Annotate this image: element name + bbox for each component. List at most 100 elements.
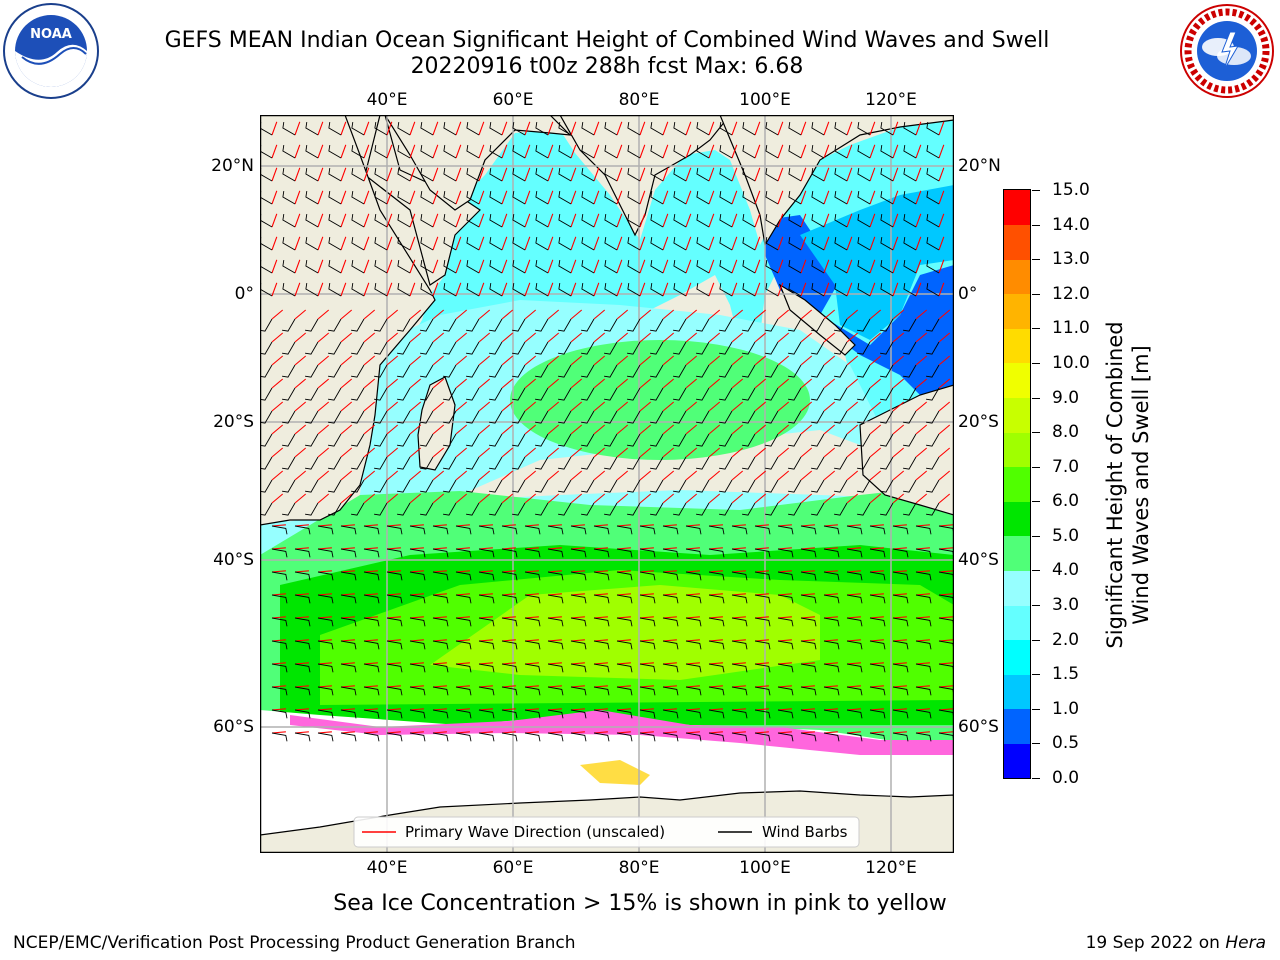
wave-direction-arrow (846, 547, 861, 550)
wind-barb (696, 191, 710, 205)
wave-direction-arrow (800, 493, 813, 504)
wind-barb (386, 525, 403, 535)
wave-direction-arrow (294, 547, 309, 550)
wind-barb (305, 122, 319, 136)
wind-barb (535, 237, 549, 251)
wave-direction-arrow (869, 355, 882, 366)
wave-direction-arrow (501, 309, 514, 320)
wind-barb (501, 640, 518, 650)
wave-direction-arrow (524, 213, 531, 228)
wind-barb (696, 168, 710, 182)
wave-direction-arrow (800, 332, 813, 343)
wave-direction-arrow (662, 547, 677, 550)
wave-direction-arrow (294, 190, 301, 205)
wave-direction-arrow (593, 424, 606, 435)
wind-barb (800, 640, 817, 650)
wind-barb (696, 318, 710, 332)
wind-barb (788, 237, 802, 251)
wind-barb (443, 410, 457, 424)
wave-direction-arrow (616, 424, 629, 435)
wind-barb (788, 364, 802, 378)
wave-direction-arrow (685, 309, 698, 320)
wave-direction-arrow (478, 424, 491, 435)
wind-barb (374, 122, 388, 136)
wind-barb (478, 663, 495, 673)
wave-direction-arrow (547, 355, 560, 366)
wind-barb (604, 410, 618, 424)
wind-barb (397, 260, 411, 274)
wind-barb (926, 214, 940, 228)
wave-direction-arrow (524, 378, 537, 389)
wave-direction-arrow (616, 355, 629, 366)
wind-barb (765, 387, 779, 401)
wave-direction-arrow (915, 639, 930, 642)
wind-barb (397, 341, 411, 355)
wave-direction-arrow (869, 213, 876, 228)
wind-barb (593, 617, 610, 627)
colorbar-tick (1032, 259, 1040, 261)
wave-direction-arrow (363, 121, 370, 136)
wave-direction-arrow (340, 332, 353, 343)
wave-direction-arrow (593, 401, 606, 412)
wind-barb (455, 640, 472, 650)
wind-barb (570, 709, 587, 719)
wave-direction-arrow (317, 570, 332, 573)
wave-direction-arrow (363, 424, 376, 435)
wave-direction-arrow (340, 570, 355, 573)
wind-barb (857, 168, 871, 182)
wave-direction-arrow (340, 213, 347, 228)
wind-barb (685, 640, 702, 650)
wave-direction-arrow (547, 662, 562, 665)
wave-direction-arrow (294, 332, 307, 343)
wind-barb (926, 410, 940, 424)
wind-barb (650, 456, 664, 470)
wave-direction-arrow (708, 616, 723, 619)
wind-barb (305, 168, 319, 182)
wind-barb (558, 283, 572, 297)
wind-barb (800, 594, 817, 604)
wind-barb (409, 732, 426, 742)
wave-direction-arrow (915, 593, 930, 596)
wind-barb (869, 617, 886, 627)
wind-barb (742, 456, 756, 470)
wind-barb (570, 732, 587, 742)
noaa-logo: NOAA (3, 3, 99, 99)
wave-direction-arrow (869, 547, 884, 550)
colorbar-segment (1004, 708, 1030, 744)
wave-direction-arrow (731, 424, 744, 435)
wave-direction-arrow (547, 470, 560, 481)
wave-direction-arrow (455, 190, 462, 205)
wind-barb (903, 364, 917, 378)
colorbar-title: Significant Height of Combined Wind Wave… (1102, 321, 1154, 648)
wave-direction-arrow (685, 167, 692, 182)
wave-direction-arrow (294, 236, 301, 251)
wind-barb (351, 168, 365, 182)
wave-direction-arrow (317, 121, 324, 136)
wave-direction-arrow (478, 190, 485, 205)
wave-direction-arrow (340, 708, 355, 711)
wave-direction-arrow (409, 547, 424, 550)
wind-barb (662, 640, 679, 650)
wind-barb (719, 318, 733, 332)
wave-direction-arrow (386, 121, 393, 136)
wind-barb (869, 663, 886, 673)
wind-barb (650, 410, 664, 424)
wave-direction-arrow (363, 355, 376, 366)
colorbar-tick (1032, 328, 1040, 330)
wind-barb (340, 709, 357, 719)
wave-direction-arrow (593, 708, 608, 711)
wind-barb (328, 191, 342, 205)
wind-barb (708, 617, 725, 627)
wave-direction-arrow (777, 524, 792, 527)
wave-direction-arrow (685, 447, 698, 458)
wave-direction-arrow (662, 447, 675, 458)
wave-direction-arrow (593, 524, 608, 527)
wind-barb (317, 525, 334, 535)
wave-direction-arrow (432, 685, 447, 688)
wind-barb (420, 364, 434, 378)
wave-direction-arrow (570, 685, 585, 688)
wave-direction-arrow (892, 470, 905, 481)
wind-barb (570, 663, 587, 673)
wave-direction-arrow (294, 662, 309, 665)
wind-barb (650, 122, 664, 136)
